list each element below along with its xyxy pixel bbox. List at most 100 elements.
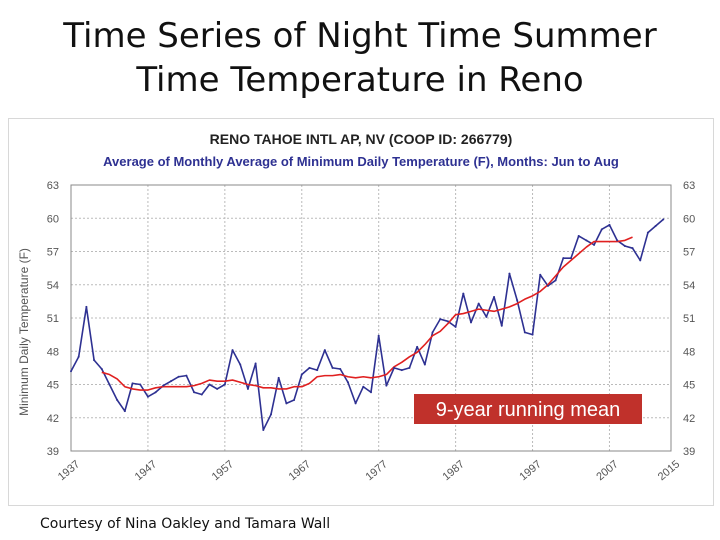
data-point-annual <box>339 367 342 370</box>
data-point-annual <box>446 320 449 323</box>
data-point-annual <box>585 239 588 242</box>
data-point-annual <box>262 428 265 431</box>
data-point-annual <box>554 279 557 282</box>
data-point-annual <box>623 244 626 247</box>
x-tick-label: 1977 <box>364 458 390 483</box>
data-point-annual <box>131 382 134 385</box>
data-point-annual <box>546 284 549 287</box>
data-point-annual <box>600 228 603 231</box>
data-point-annual <box>477 302 480 305</box>
y-tick-label-left: 51 <box>47 313 59 325</box>
data-point-annual <box>454 325 457 328</box>
y-tick-label-right: 42 <box>683 413 695 425</box>
y-tick-label-left: 63 <box>47 180 59 192</box>
y-tick-label-left: 45 <box>47 380 59 392</box>
annotation-label: 9-year running mean <box>436 399 621 421</box>
data-point-annual <box>170 380 172 383</box>
plot-border <box>70 184 672 452</box>
data-point-annual <box>216 387 219 390</box>
x-tick-label: 1947 <box>133 458 159 483</box>
data-point-annual <box>570 257 572 260</box>
y-tick-label-right: 45 <box>683 380 695 392</box>
data-point-annual <box>531 333 534 336</box>
data-point-annual <box>631 247 634 250</box>
data-point-annual <box>377 334 380 337</box>
series-line-running-mean <box>101 236 633 391</box>
x-tick-label: 1997 <box>517 458 543 483</box>
data-point-annual <box>146 395 149 398</box>
data-point-annual <box>246 387 249 390</box>
data-point-annual <box>431 331 434 334</box>
x-tick-label: 2007 <box>594 458 620 483</box>
data-point-annual <box>393 366 396 369</box>
data-point-annual <box>646 231 649 234</box>
data-point-annual <box>470 321 472 324</box>
chart-frame: RENO TAHOE INTL AP, NV (COOP ID: 266779)… <box>8 118 714 506</box>
data-point-annual <box>162 384 165 387</box>
data-point-annual <box>608 223 611 226</box>
data-point-annual <box>223 383 226 386</box>
data-point-annual <box>408 366 411 369</box>
data-point-annual <box>193 391 196 394</box>
data-point-annual <box>323 349 326 352</box>
chart-subtitle: Average of Monthly Average of Minimum Da… <box>103 154 619 169</box>
y-tick-label-right: 48 <box>683 346 695 358</box>
data-point-annual <box>300 373 303 376</box>
data-point-annual <box>639 259 642 262</box>
data-point-annual <box>485 315 488 318</box>
data-point-annual <box>416 345 419 348</box>
data-point-annual <box>346 381 349 384</box>
series-line-annual <box>70 218 664 431</box>
x-tick-label: 1967 <box>287 458 313 483</box>
data-point-annual <box>616 239 619 242</box>
y-tick-label-right: 60 <box>683 213 695 225</box>
annual-points <box>70 218 665 431</box>
data-point-annual <box>270 413 272 416</box>
data-point-annual <box>239 363 242 366</box>
data-point-annual <box>516 299 519 302</box>
data-point-annual <box>293 399 296 402</box>
x-tick-label: 1957 <box>210 458 236 483</box>
data-point-annual <box>231 349 234 352</box>
plot-area: 39 39 42 42 45 45 48 48 51 51 54 54 57 57 60 60 63 63 1937… <box>47 180 696 483</box>
y-tick-label-left: 42 <box>47 413 59 425</box>
slide-title-line1: Time Series of Night Time Summer <box>63 16 657 56</box>
data-point-annual <box>308 366 311 369</box>
data-point-annual <box>500 324 503 327</box>
y-axis-label: Minimum Daily Temperature (F) <box>17 248 31 416</box>
data-point-annual <box>285 402 288 405</box>
data-point-annual <box>123 410 126 413</box>
data-point-annual <box>354 402 357 405</box>
data-point-annual <box>662 218 665 221</box>
y-tick-label-left: 57 <box>47 247 59 259</box>
y-tick-label-right: 51 <box>683 313 695 325</box>
data-point-annual <box>116 399 119 402</box>
data-point-annual <box>77 355 80 358</box>
running-mean-annotation: 9-year running mean <box>414 394 642 424</box>
y-tick-label-left: 48 <box>47 346 59 358</box>
data-point-annual <box>93 359 96 362</box>
data-point-annual <box>523 331 526 334</box>
data-point-annual <box>185 374 188 377</box>
data-point-annual <box>593 243 596 246</box>
y-tick-label-left: 39 <box>47 446 59 458</box>
data-point-annual <box>200 393 203 396</box>
y-tick-label-right: 39 <box>683 446 695 458</box>
data-point-annual <box>331 366 334 369</box>
y-tick-label-left: 54 <box>47 280 59 292</box>
slide-title: Time Series of Night Time Summer Time Te… <box>0 14 720 102</box>
data-point-annual <box>400 369 403 372</box>
data-point-annual <box>254 362 257 365</box>
data-point-annual <box>462 292 465 295</box>
data-point-annual <box>362 385 365 388</box>
credit-text: Courtesy of Nina Oakley and Tamara Wall <box>40 516 331 532</box>
data-point-annual <box>508 272 511 275</box>
data-point-annual <box>108 383 111 386</box>
x-tick-label: 1937 <box>56 458 82 483</box>
data-point-annual <box>154 391 157 394</box>
data-point-annual <box>385 384 388 387</box>
data-point-annual <box>85 305 88 308</box>
x-tick-label: 1987 <box>440 458 466 483</box>
data-point-annual <box>100 367 103 370</box>
y-tick-label-right: 57 <box>683 247 695 259</box>
